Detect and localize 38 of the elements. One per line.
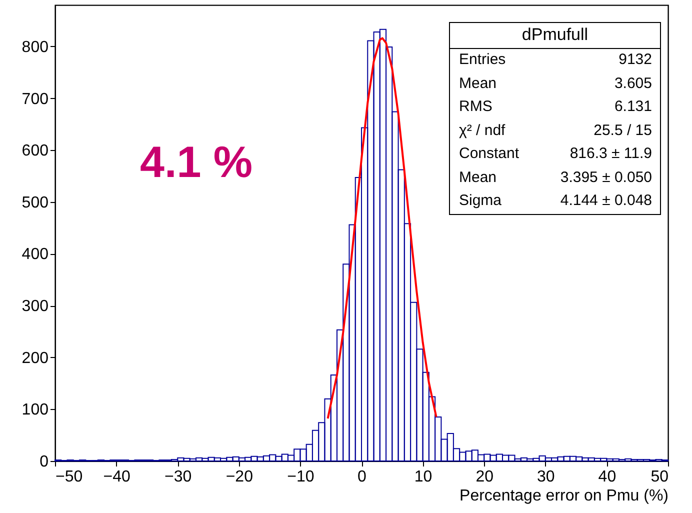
- annotation: Mean: [459, 74, 497, 94]
- x-axis-title: Percentage error on Pmu (%): [460, 488, 668, 504]
- x-tick-label: 40: [598, 468, 616, 486]
- annotation: χ² / ndf: [459, 120, 506, 140]
- y-tick-label: 800: [22, 38, 49, 56]
- annotation: 3.395 ± 0.050: [560, 168, 652, 188]
- y-tick-label: 600: [22, 142, 49, 160]
- annotation: Entries: [459, 50, 506, 70]
- annotation: 4.144 ± 0.048: [560, 191, 652, 211]
- x-tick-label: −30: [164, 468, 192, 486]
- y-tick-label: 700: [22, 90, 49, 108]
- annotation: RMS: [459, 97, 492, 117]
- x-tick-label: 50: [650, 468, 669, 486]
- y-tick-label: 0: [40, 454, 49, 470]
- y-tick-label: 300: [22, 298, 49, 316]
- annotation: 816.3 ± 11.9: [570, 144, 652, 164]
- annotation: 3.605: [614, 74, 652, 94]
- y-tick-label: 100: [22, 402, 49, 419]
- annotation: 4.1 %: [140, 138, 253, 188]
- x-tick-label: 20: [476, 468, 494, 486]
- y-tick-label: 400: [22, 246, 49, 264]
- annotation: Sigma: [459, 191, 502, 211]
- annotation: 25.5 / 15: [594, 120, 652, 140]
- x-tick-label: −40: [103, 468, 130, 486]
- y-tick-label: 200: [22, 350, 49, 367]
- annotation: 6.131: [614, 97, 652, 117]
- x-tick-label: −10: [287, 468, 314, 486]
- x-tick-label: −50: [56, 468, 83, 486]
- x-tick-label: 10: [414, 468, 432, 486]
- annotation: 9132: [618, 50, 652, 70]
- line-series: [326, 37, 438, 420]
- x-tick-label: −20: [226, 468, 254, 486]
- annotation: Mean: [459, 168, 497, 188]
- x-tick-label: 0: [358, 468, 367, 486]
- annotation: dPmufull: [450, 23, 660, 49]
- annotation: Constant: [459, 144, 520, 164]
- x-tick-label: 30: [537, 468, 555, 486]
- y-tick-label: 500: [22, 194, 49, 212]
